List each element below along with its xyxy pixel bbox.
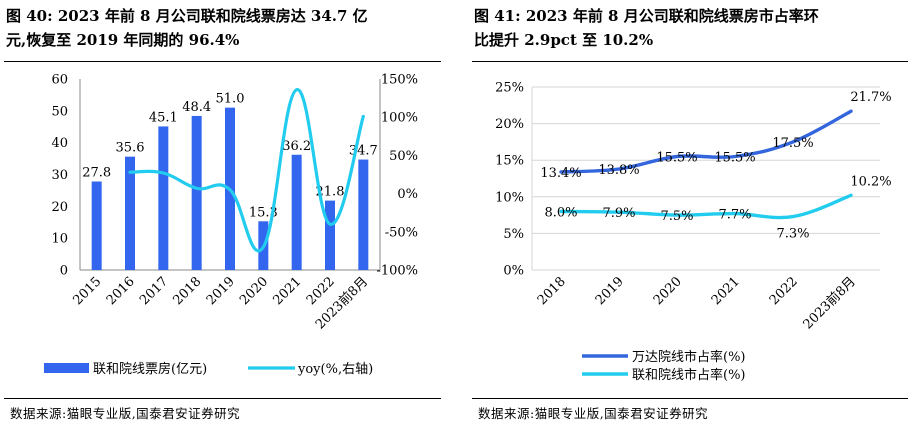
y-tick-label: 10% — [495, 190, 524, 205]
y-tick-label: 20% — [495, 117, 524, 132]
figure-40-title-line-1: 图 40: 2023 年前 8 月公司联和院线票房达 34.7 亿 — [6, 7, 368, 25]
box-office-data-label: 48.4 — [182, 100, 211, 115]
market-share-chart: 0% 5% 10% 15% 20% 25% 13.4% 13.8% 15.5% 15.5% 17.5… — [495, 81, 892, 384]
legend-label-wanda: 万达院线市占率(%) — [632, 349, 746, 365]
x-tick-label: 2020 — [651, 274, 685, 308]
x-tick-label: 2018 — [170, 274, 204, 308]
figure-40-title-line-2: 元,恢复至 2019 年同期的 96.4% — [6, 31, 240, 49]
figure-41-bottom-rule — [472, 398, 908, 399]
x-tick-label: 2017 — [137, 274, 171, 308]
y-tick-label: 25% — [495, 81, 524, 96]
x-tick-label: 2020 — [237, 274, 271, 308]
box-office-bar — [91, 181, 102, 270]
left-y-tick-label: 0 — [60, 264, 68, 279]
x-tick-label: 2015 — [70, 274, 104, 308]
legend-swatch-box-office — [44, 363, 89, 373]
lianhe-data-label: 7.9% — [602, 206, 635, 221]
right-y-tick-label: 0% — [397, 187, 418, 202]
figure-41-top-rule — [472, 61, 908, 62]
y-tick-label: 15% — [495, 154, 524, 169]
y-tick-label: 0% — [503, 264, 524, 279]
box-office-data-label: 45.1 — [149, 110, 178, 125]
figure-40-title: 图 40: 2023 年前 8 月公司联和院线票房达 34.7 亿 元,恢复至 … — [6, 4, 441, 52]
right-y-tick-label: -100% — [376, 264, 418, 279]
box-office-data-label: 51.0 — [216, 92, 245, 107]
figure-41-source: 数据来源:猫眼专业版,国泰君安证券研究 — [478, 406, 709, 421]
legend-label-box-office: 联和院线票房(亿元) — [93, 361, 207, 377]
left-y-tick-label: 40 — [51, 136, 68, 151]
box-office-bar — [358, 159, 369, 270]
box-office-bar — [158, 126, 169, 270]
y-tick-label: 5% — [503, 227, 524, 242]
right-y-tick-label: 150% — [381, 73, 418, 88]
wanda-share-line — [559, 109, 853, 174]
figure-41-title: 图 41: 2023 年前 8 月公司联和院线票房市占率环 比提升 2.9pct… — [474, 4, 908, 52]
lianhe-data-label: 7.5% — [660, 209, 693, 224]
box-office-data-label: 35.6 — [116, 141, 145, 156]
lianhe-share-line — [559, 193, 853, 220]
yoy-line — [128, 88, 365, 253]
x-tick-label: 2019 — [204, 274, 238, 308]
lianhe-data-label: 10.2% — [850, 174, 891, 189]
lianhe-data-label: 8.0% — [544, 205, 577, 220]
figure-40-source: 数据来源:猫眼专业版,国泰君安证券研究 — [10, 406, 241, 421]
figure-40-bottom-rule — [4, 398, 441, 399]
x-tick-label: 2021 — [270, 274, 304, 308]
right-y-tick-label: -50% — [385, 225, 418, 240]
wanda-data-label: 17.5% — [772, 136, 813, 151]
figure-41-title-line-1: 图 41: 2023 年前 8 月公司联和院线票房市占率环 — [474, 7, 819, 25]
x-tick-label: 2021 — [709, 274, 743, 308]
lianhe-data-label: 7.7% — [718, 208, 751, 223]
left-y-tick-label: 50 — [51, 104, 68, 119]
legend-label-yoy: yoy(%,右轴) — [297, 362, 373, 377]
x-tick-label: 2023前8月 — [800, 274, 859, 333]
figure-40-top-rule — [4, 61, 441, 62]
box-office-bar — [125, 156, 135, 270]
right-y-tick-label: 100% — [381, 111, 418, 126]
box-office-bar — [291, 154, 302, 270]
box-office-chart: 0 10 20 30 40 50 60 -100% -50% 0% 50% 100% 150% 27.8 3… — [44, 73, 418, 377]
left-y-tick-label: 60 — [51, 73, 68, 88]
wanda-data-label: 15.5% — [656, 151, 697, 166]
box-office-data-label: 21.8 — [316, 185, 345, 200]
wanda-data-label: 13.4% — [540, 166, 581, 181]
box-office-bar — [325, 200, 335, 270]
wanda-data-label: 21.7% — [850, 90, 891, 105]
figure-41-title-line-2: 比提升 2.9pct 至 10.2% — [474, 31, 654, 49]
x-tick-label: 2016 — [104, 274, 138, 308]
left-y-tick-label: 30 — [51, 168, 68, 183]
figure-40-panel: 图 40: 2023 年前 8 月公司联和院线票房达 34.7 亿 元,恢复至 … — [0, 0, 445, 435]
box-office-data-label: 27.8 — [82, 166, 111, 181]
left-y-tick-label: 20 — [51, 200, 68, 215]
wanda-data-label: 13.8% — [598, 163, 639, 178]
box-office-data-label: 36.2 — [282, 139, 311, 154]
right-y-tick-label: 50% — [389, 149, 418, 164]
figure-41-panel: 图 41: 2023 年前 8 月公司联和院线票房市占率环 比提升 2.9pct… — [468, 0, 912, 435]
lianhe-data-label: 7.3% — [776, 227, 809, 242]
x-tick-label: 2019 — [593, 274, 627, 308]
legend-label-lianhe: 联和院线市占率(%) — [632, 367, 746, 383]
x-tick-label: 2018 — [535, 274, 569, 308]
left-y-tick-label: 10 — [51, 232, 68, 247]
wanda-data-label: 15.5% — [714, 151, 755, 166]
x-tick-label: 2022 — [767, 274, 801, 308]
box-office-bar — [191, 115, 202, 270]
